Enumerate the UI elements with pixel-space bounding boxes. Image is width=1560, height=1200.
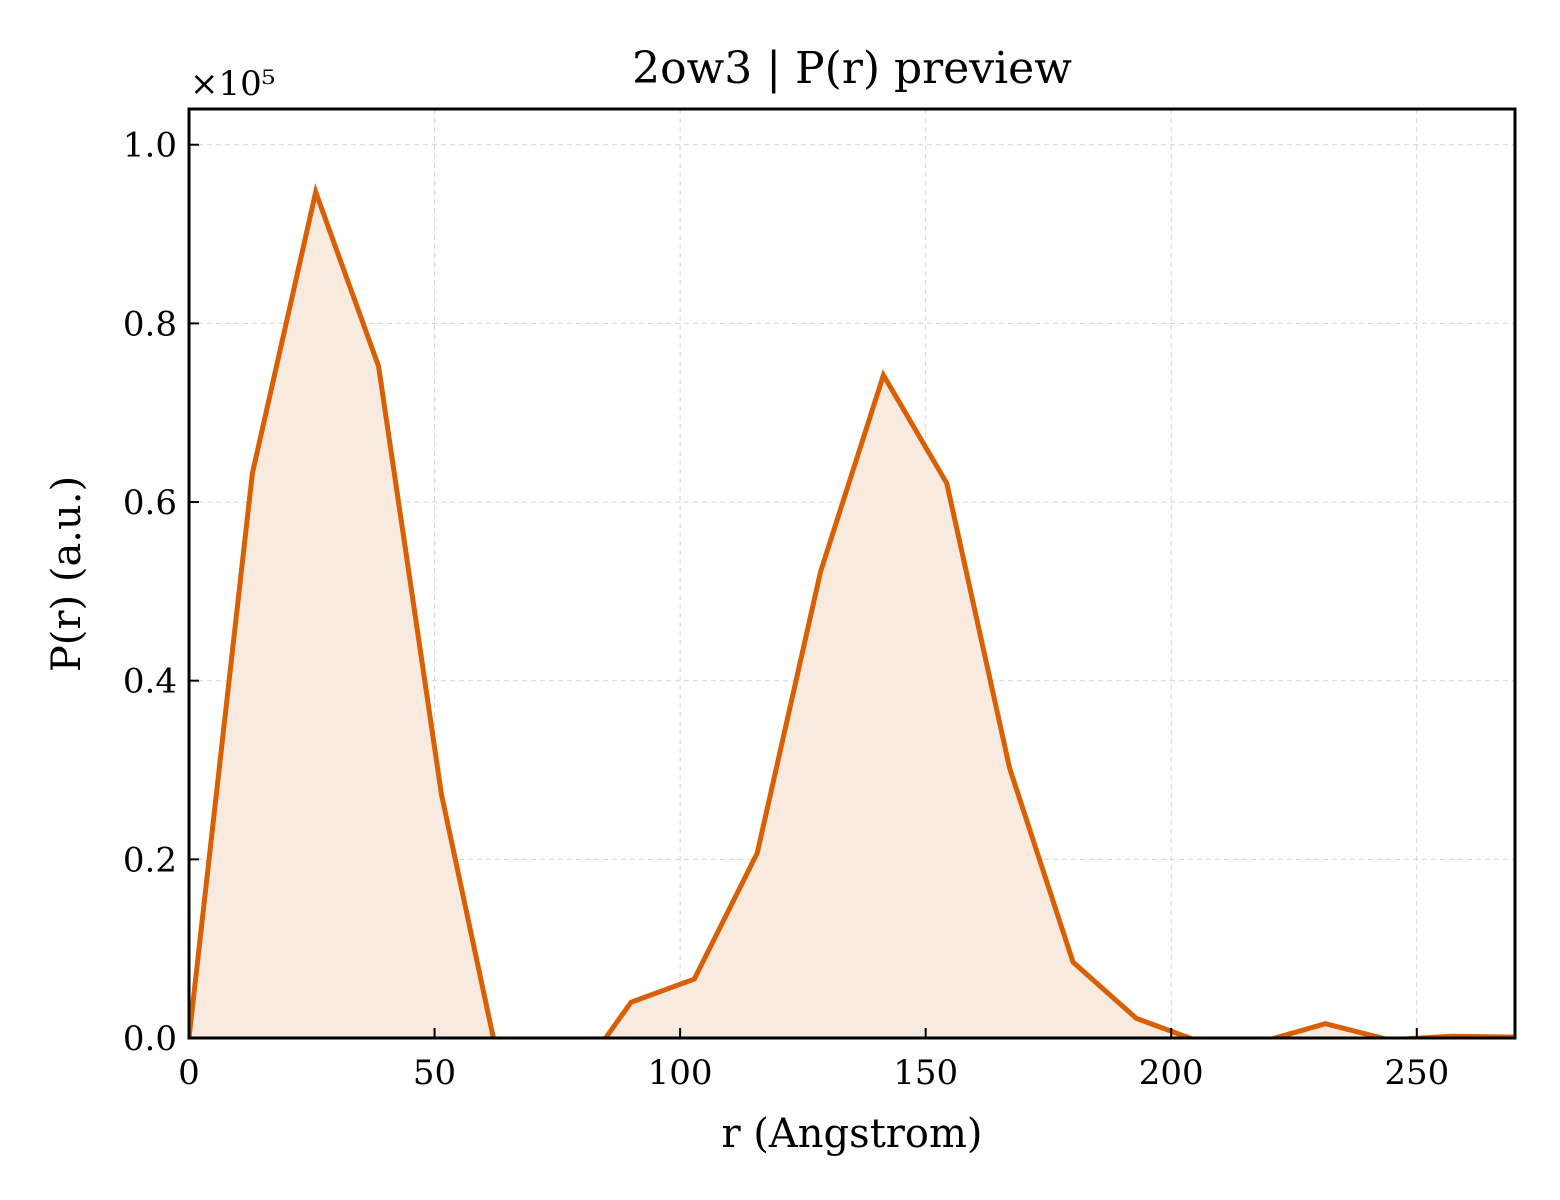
y-tick-label: 0.0 (123, 1019, 177, 1059)
y-axis-label: P(r) (a.u.) (44, 476, 90, 672)
x-tick-label: 200 (1139, 1053, 1204, 1093)
x-tick-label: 0 (178, 1053, 200, 1093)
chart-title: 2ow3 | P(r) preview (632, 43, 1072, 94)
x-tick-label: 100 (648, 1053, 713, 1093)
x-tick-label: 150 (893, 1053, 958, 1093)
x-tick-label: 250 (1384, 1053, 1449, 1093)
pr-series-line (189, 183, 1515, 1038)
x-axis-label: r (Angstrom) (721, 1111, 982, 1157)
plot-frame (187, 107, 1517, 1040)
y-axis-offset-label: ×10⁵ (190, 64, 275, 104)
y-tick-label: 0.2 (123, 840, 177, 880)
y-tick-label: 1.0 (123, 126, 177, 166)
y-tick-label: 0.4 (123, 662, 177, 702)
y-tick-label: 0.8 (123, 304, 177, 344)
ticks: 0 50 100 150 200 250 0.0 0.2 0.4 0.6 0.8 1.0 (123, 126, 1449, 1093)
y-tick-label: 0.6 (123, 483, 177, 523)
pr-area-fill (189, 192, 1515, 1038)
x-tick-label: 50 (413, 1053, 456, 1093)
